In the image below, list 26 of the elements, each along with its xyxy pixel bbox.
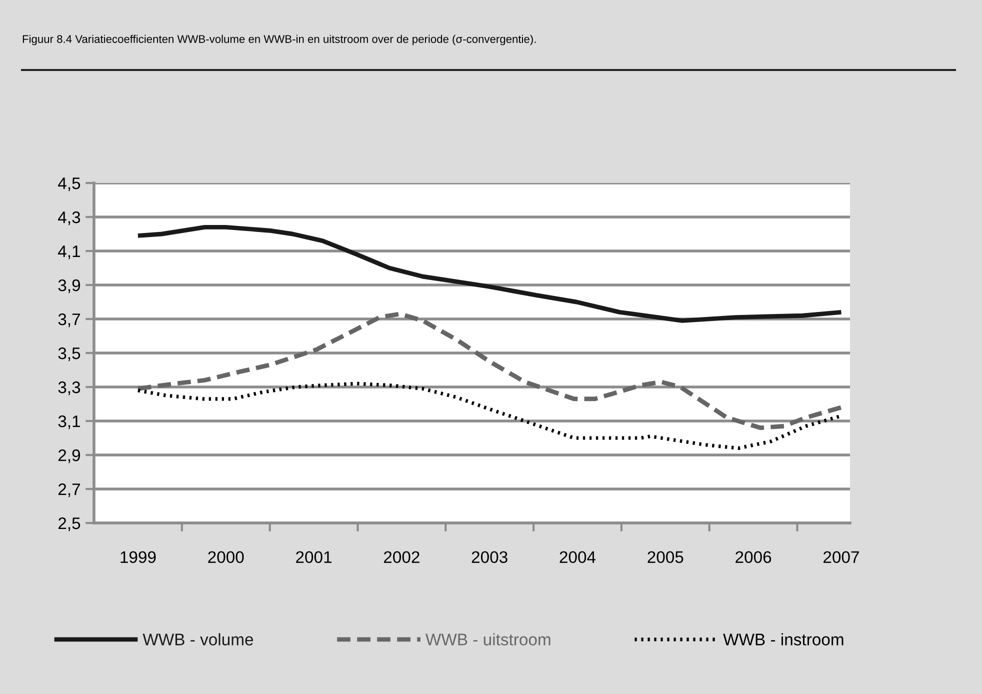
y-tick-label: 3,1 bbox=[58, 415, 80, 430]
text: WWB - instroom bbox=[723, 633, 844, 646]
y-tick-label: 3,7 bbox=[58, 313, 80, 328]
x-tick-label: 2006 bbox=[736, 551, 772, 564]
text: WWB - volume bbox=[142, 633, 254, 646]
x-tick-label: 2001 bbox=[296, 551, 332, 564]
y-tick-label: 4,3 bbox=[58, 211, 80, 226]
y-tick-label: 2,5 bbox=[58, 517, 80, 532]
x-tick-label: 2007 bbox=[824, 551, 859, 564]
x-tick-label: 2002 bbox=[384, 551, 420, 564]
y-tick-label: 3,9 bbox=[58, 279, 80, 294]
y-tick-label: 2,9 bbox=[58, 449, 80, 464]
y-tick-label: 3,3 bbox=[58, 381, 80, 396]
text: WWB - uitstroom bbox=[426, 633, 550, 646]
x-tick-label: 2000 bbox=[208, 551, 244, 564]
y-tick-label: 2,7 bbox=[58, 483, 80, 498]
line-series bbox=[136, 312, 844, 430]
chart-title: Figuur 8.4 Variatiecoefficienten WWB-volume en WWB-in en uitstroom over de periode (σ-convergentie). bbox=[22, 34, 536, 46]
x-tick-label: 1999 bbox=[120, 551, 156, 564]
x-tick-label: 2005 bbox=[648, 551, 684, 564]
y-tick-label: 3,5 bbox=[58, 347, 80, 362]
x-tick-label: 2004 bbox=[560, 551, 596, 564]
x-tick-label: 2003 bbox=[472, 551, 508, 564]
y-tick-label: 4,5 bbox=[58, 178, 80, 192]
y-tick-label: 4,1 bbox=[58, 246, 80, 260]
line-series bbox=[136, 224, 844, 323]
